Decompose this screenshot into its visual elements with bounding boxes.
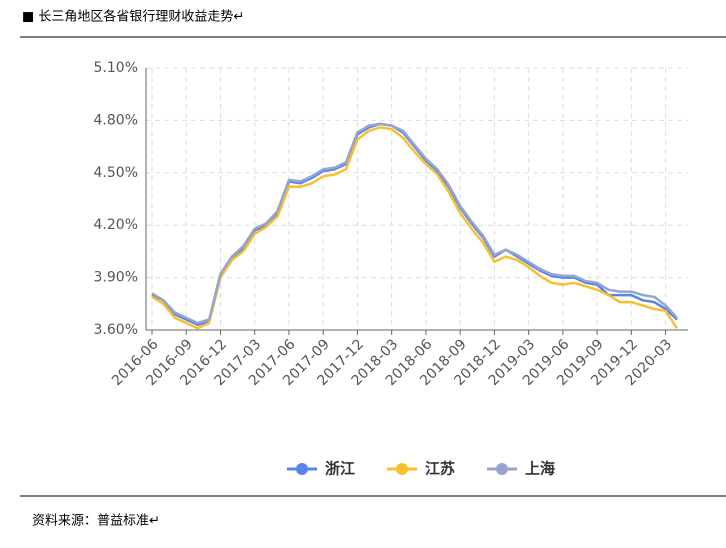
legend-label: 江苏 — [425, 460, 455, 478]
legend-label: 上海 — [525, 460, 555, 478]
source: 资料来源：普益标准↵ — [32, 514, 160, 529]
series-line — [151, 122, 678, 325]
legend-marker — [296, 463, 308, 475]
series-line — [151, 126, 679, 330]
y-tick-label: 3.60% — [94, 322, 138, 338]
y-tick-label: 5.10% — [94, 60, 138, 76]
legend-marker — [496, 463, 508, 475]
y-tick-label: 4.50% — [94, 165, 138, 181]
legend-label: 浙江 — [325, 460, 355, 478]
chart: 3.60%3.90%4.20%4.50%4.80%5.10%2016-06201… — [94, 60, 688, 478]
doc-title: ■ 长三角地区各省银行理财收益走势↵ — [22, 9, 244, 25]
legend-marker — [396, 463, 408, 475]
y-tick-label: 4.80% — [94, 112, 138, 128]
y-tick-label: 3.90% — [94, 270, 138, 286]
series-line — [151, 122, 678, 327]
y-tick-label: 4.20% — [94, 217, 138, 233]
